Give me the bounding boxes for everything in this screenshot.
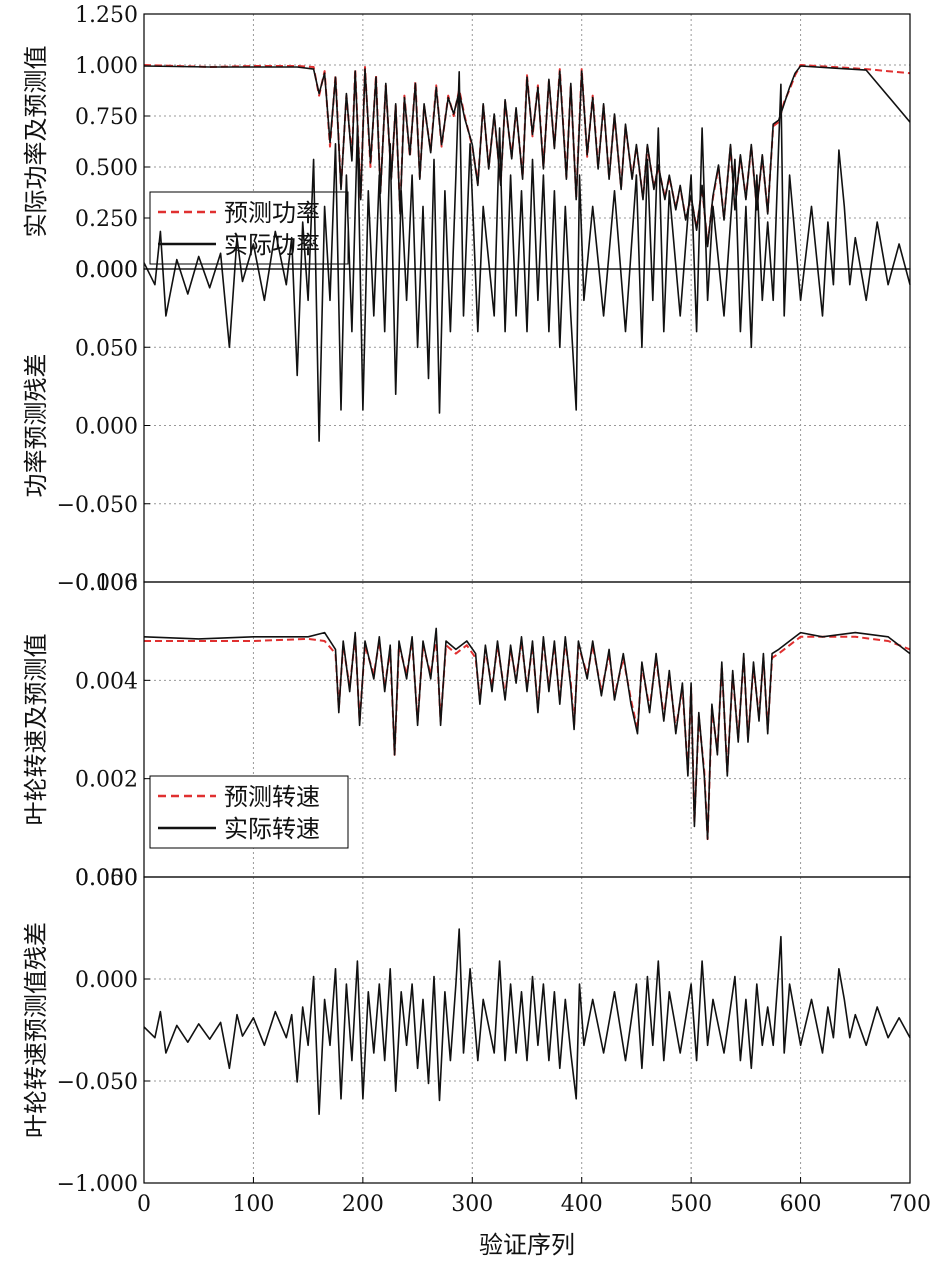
x-tick-label: 300 <box>451 1192 493 1217</box>
y-tick-label: 1.000 <box>75 54 138 79</box>
y-tick-label: 0.250 <box>75 207 138 232</box>
series-line-1 <box>143 71 911 442</box>
y-axis-label: 实际功率及预测值 <box>22 46 50 238</box>
x-tick-label: 700 <box>889 1192 931 1217</box>
panel-1: 0.000 0.250 0.500 0.750 1.000 1.250 实际功率及预测值预测… <box>22 3 911 283</box>
series-line-1 <box>143 928 911 1115</box>
y-tick-label: 0.750 <box>75 105 138 130</box>
y-tick-label: 1.250 <box>75 3 138 28</box>
y-tick-label: 0.050 <box>75 866 138 891</box>
y-tick-label: 0.050 <box>75 336 138 361</box>
y-tick-label: 0.002 <box>75 768 138 793</box>
y-tick-label: 0.006 <box>75 571 138 596</box>
x-axis-label: 验证序列 <box>479 1231 575 1259</box>
series-line-2 <box>143 627 911 840</box>
legend-entry-label: 实际转速 <box>224 815 320 843</box>
x-tick-label: 100 <box>232 1192 274 1217</box>
x-tick-label: 600 <box>780 1192 822 1217</box>
y-tick-label: 0.000 <box>75 258 138 283</box>
legend-entry-label: 预测功率 <box>224 199 320 227</box>
y-tick-label: −0.050 <box>57 1070 138 1095</box>
plot-frame <box>143 876 911 1184</box>
panel-2: −0.100 −0.050 0.000 0.050 0.000 功率预测残差 <box>22 71 911 596</box>
legend-entry-label: 预测转速 <box>224 783 320 811</box>
x-tick-label: 0 <box>137 1192 151 1217</box>
y-tick-label: 0.000 <box>75 968 138 993</box>
y-tick-label: −1.000 <box>57 1172 138 1197</box>
y-tick-label: 0.500 <box>75 156 138 181</box>
y-tick-label: 0.000 <box>75 415 138 440</box>
y-tick-label: −0.050 <box>57 493 138 518</box>
y-axis-label: 功率预测残差 <box>22 354 50 498</box>
y-axis-label: 叶轮转速预测值残差 <box>22 922 50 1138</box>
y-tick-label: 0.000 <box>75 258 138 283</box>
x-tick-label: 400 <box>561 1192 603 1217</box>
y-tick-label: −0.100 <box>57 571 138 596</box>
legend-box <box>149 775 349 849</box>
x-tick-label: 500 <box>670 1192 712 1217</box>
y-tick-label: 0.004 <box>75 669 138 694</box>
panel-3: 0.000 0.002 0.004 0.006 叶轮转速及预测值预测转速实际转速 <box>22 571 911 891</box>
x-tick-label: 200 <box>342 1192 384 1217</box>
y-axis-label: 叶轮转速及预测值 <box>22 634 50 826</box>
series-line-2 <box>143 65 911 248</box>
y-tick-label: 0.000 <box>75 866 138 891</box>
